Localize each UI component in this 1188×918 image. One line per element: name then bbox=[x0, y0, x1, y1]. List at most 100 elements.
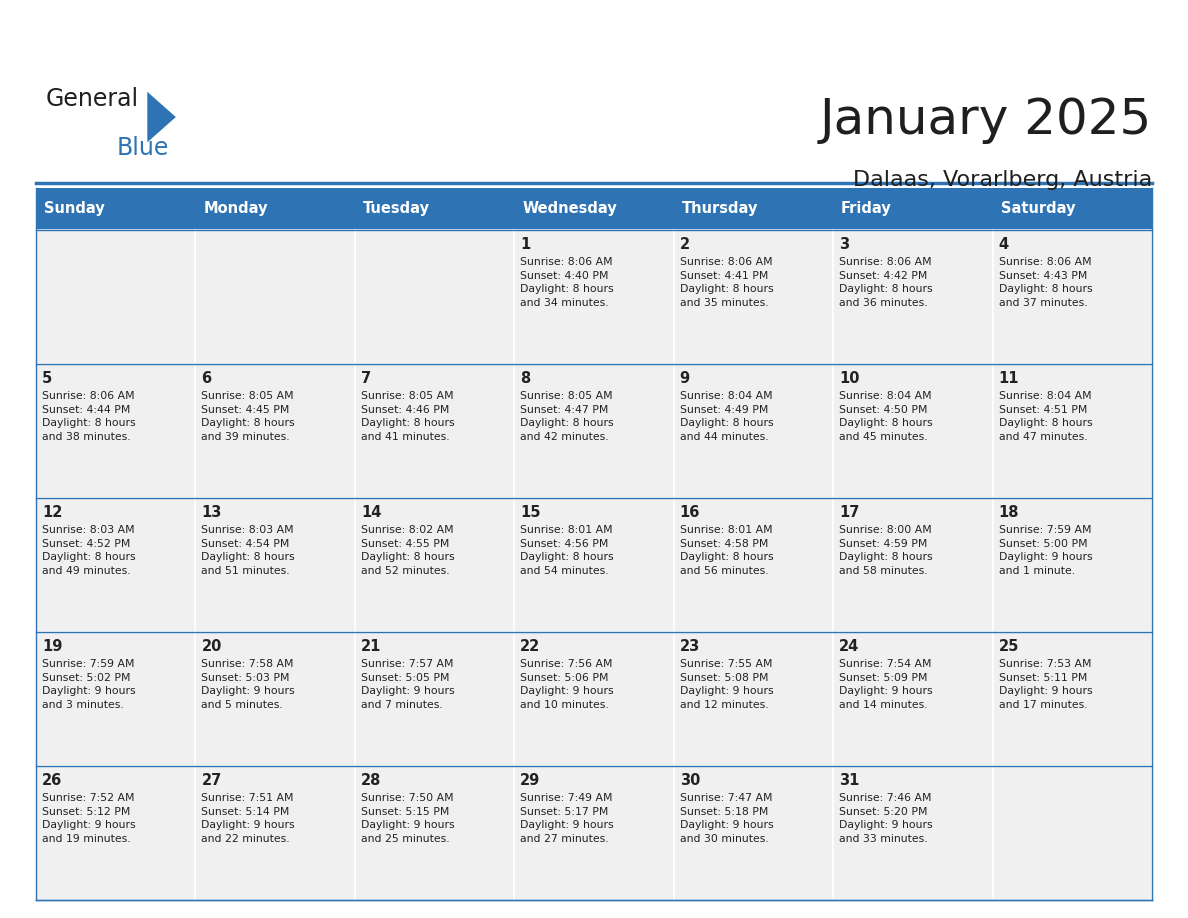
Bar bbox=[833, 364, 992, 498]
Bar bbox=[992, 364, 1152, 498]
Bar bbox=[514, 498, 674, 632]
Bar bbox=[514, 188, 674, 230]
Bar bbox=[833, 632, 992, 766]
Bar bbox=[355, 632, 514, 766]
Text: 8: 8 bbox=[520, 371, 531, 386]
Text: Sunrise: 7:53 AM
Sunset: 5:11 PM
Daylight: 9 hours
and 17 minutes.: Sunrise: 7:53 AM Sunset: 5:11 PM Dayligh… bbox=[999, 659, 1092, 710]
Bar bbox=[674, 230, 833, 364]
Bar bbox=[196, 632, 355, 766]
Text: 13: 13 bbox=[202, 505, 222, 520]
Text: 25: 25 bbox=[999, 639, 1019, 654]
Text: 21: 21 bbox=[361, 639, 381, 654]
Text: Monday: Monday bbox=[203, 201, 268, 217]
Text: Sunrise: 8:01 AM
Sunset: 4:58 PM
Daylight: 8 hours
and 56 minutes.: Sunrise: 8:01 AM Sunset: 4:58 PM Dayligh… bbox=[680, 525, 773, 576]
Bar bbox=[355, 230, 514, 364]
Text: Thursday: Thursday bbox=[682, 201, 758, 217]
Polygon shape bbox=[147, 92, 176, 142]
Text: Sunrise: 8:06 AM
Sunset: 4:40 PM
Daylight: 8 hours
and 34 minutes.: Sunrise: 8:06 AM Sunset: 4:40 PM Dayligh… bbox=[520, 257, 614, 308]
Text: Sunrise: 8:02 AM
Sunset: 4:55 PM
Daylight: 8 hours
and 52 minutes.: Sunrise: 8:02 AM Sunset: 4:55 PM Dayligh… bbox=[361, 525, 455, 576]
Text: 17: 17 bbox=[839, 505, 859, 520]
Text: Saturday: Saturday bbox=[1000, 201, 1075, 217]
Text: Sunrise: 8:05 AM
Sunset: 4:47 PM
Daylight: 8 hours
and 42 minutes.: Sunrise: 8:05 AM Sunset: 4:47 PM Dayligh… bbox=[520, 391, 614, 442]
Text: 5: 5 bbox=[42, 371, 52, 386]
Bar bbox=[833, 498, 992, 632]
Text: Sunrise: 8:06 AM
Sunset: 4:42 PM
Daylight: 8 hours
and 36 minutes.: Sunrise: 8:06 AM Sunset: 4:42 PM Dayligh… bbox=[839, 257, 933, 308]
Bar bbox=[355, 364, 514, 498]
Text: 11: 11 bbox=[999, 371, 1019, 386]
Text: 29: 29 bbox=[520, 773, 541, 788]
Text: 22: 22 bbox=[520, 639, 541, 654]
Text: 31: 31 bbox=[839, 773, 859, 788]
Text: Sunrise: 8:01 AM
Sunset: 4:56 PM
Daylight: 8 hours
and 54 minutes.: Sunrise: 8:01 AM Sunset: 4:56 PM Dayligh… bbox=[520, 525, 614, 576]
Text: 3: 3 bbox=[839, 237, 849, 252]
Text: Sunrise: 7:51 AM
Sunset: 5:14 PM
Daylight: 9 hours
and 22 minutes.: Sunrise: 7:51 AM Sunset: 5:14 PM Dayligh… bbox=[202, 793, 295, 844]
Text: 16: 16 bbox=[680, 505, 700, 520]
Text: Sunrise: 8:05 AM
Sunset: 4:46 PM
Daylight: 8 hours
and 41 minutes.: Sunrise: 8:05 AM Sunset: 4:46 PM Dayligh… bbox=[361, 391, 455, 442]
Bar bbox=[992, 498, 1152, 632]
Bar bbox=[36, 364, 196, 498]
Text: 12: 12 bbox=[42, 505, 63, 520]
Text: Sunrise: 7:58 AM
Sunset: 5:03 PM
Daylight: 9 hours
and 5 minutes.: Sunrise: 7:58 AM Sunset: 5:03 PM Dayligh… bbox=[202, 659, 295, 710]
Text: 27: 27 bbox=[202, 773, 222, 788]
Text: 26: 26 bbox=[42, 773, 62, 788]
Text: 20: 20 bbox=[202, 639, 222, 654]
Bar bbox=[196, 230, 355, 364]
Text: Sunrise: 7:50 AM
Sunset: 5:15 PM
Daylight: 9 hours
and 25 minutes.: Sunrise: 7:50 AM Sunset: 5:15 PM Dayligh… bbox=[361, 793, 455, 844]
Text: 4: 4 bbox=[999, 237, 1009, 252]
Bar bbox=[674, 766, 833, 900]
Text: Sunrise: 8:04 AM
Sunset: 4:50 PM
Daylight: 8 hours
and 45 minutes.: Sunrise: 8:04 AM Sunset: 4:50 PM Dayligh… bbox=[839, 391, 933, 442]
Bar bbox=[355, 188, 514, 230]
Text: Sunrise: 8:04 AM
Sunset: 4:49 PM
Daylight: 8 hours
and 44 minutes.: Sunrise: 8:04 AM Sunset: 4:49 PM Dayligh… bbox=[680, 391, 773, 442]
Text: 2: 2 bbox=[680, 237, 690, 252]
Text: 6: 6 bbox=[202, 371, 211, 386]
Text: 9: 9 bbox=[680, 371, 690, 386]
Text: Sunrise: 8:06 AM
Sunset: 4:44 PM
Daylight: 8 hours
and 38 minutes.: Sunrise: 8:06 AM Sunset: 4:44 PM Dayligh… bbox=[42, 391, 135, 442]
Bar bbox=[514, 766, 674, 900]
Text: Sunrise: 7:47 AM
Sunset: 5:18 PM
Daylight: 9 hours
and 30 minutes.: Sunrise: 7:47 AM Sunset: 5:18 PM Dayligh… bbox=[680, 793, 773, 844]
Text: 15: 15 bbox=[520, 505, 541, 520]
Text: Sunrise: 8:05 AM
Sunset: 4:45 PM
Daylight: 8 hours
and 39 minutes.: Sunrise: 8:05 AM Sunset: 4:45 PM Dayligh… bbox=[202, 391, 295, 442]
Bar bbox=[674, 188, 833, 230]
Text: Sunrise: 7:46 AM
Sunset: 5:20 PM
Daylight: 9 hours
and 33 minutes.: Sunrise: 7:46 AM Sunset: 5:20 PM Dayligh… bbox=[839, 793, 933, 844]
Text: 30: 30 bbox=[680, 773, 700, 788]
Bar bbox=[833, 766, 992, 900]
Bar bbox=[355, 766, 514, 900]
Text: Wednesday: Wednesday bbox=[523, 201, 617, 217]
Bar bbox=[674, 498, 833, 632]
Bar bbox=[36, 230, 196, 364]
Text: 28: 28 bbox=[361, 773, 381, 788]
Bar bbox=[36, 498, 196, 632]
Text: 10: 10 bbox=[839, 371, 860, 386]
Bar bbox=[674, 364, 833, 498]
Bar bbox=[196, 766, 355, 900]
Text: 24: 24 bbox=[839, 639, 859, 654]
Text: Sunrise: 8:06 AM
Sunset: 4:43 PM
Daylight: 8 hours
and 37 minutes.: Sunrise: 8:06 AM Sunset: 4:43 PM Dayligh… bbox=[999, 257, 1092, 308]
Text: Sunrise: 8:03 AM
Sunset: 4:52 PM
Daylight: 8 hours
and 49 minutes.: Sunrise: 8:03 AM Sunset: 4:52 PM Dayligh… bbox=[42, 525, 135, 576]
Bar bbox=[674, 632, 833, 766]
Text: 7: 7 bbox=[361, 371, 371, 386]
Text: Sunrise: 8:06 AM
Sunset: 4:41 PM
Daylight: 8 hours
and 35 minutes.: Sunrise: 8:06 AM Sunset: 4:41 PM Dayligh… bbox=[680, 257, 773, 308]
Text: Tuesday: Tuesday bbox=[362, 201, 430, 217]
Bar bbox=[36, 188, 196, 230]
Text: General: General bbox=[45, 87, 138, 111]
Bar bbox=[196, 188, 355, 230]
Text: Sunrise: 7:57 AM
Sunset: 5:05 PM
Daylight: 9 hours
and 7 minutes.: Sunrise: 7:57 AM Sunset: 5:05 PM Dayligh… bbox=[361, 659, 455, 710]
Bar bbox=[196, 364, 355, 498]
Text: Dalaas, Vorarlberg, Austria: Dalaas, Vorarlberg, Austria bbox=[853, 170, 1152, 190]
Bar bbox=[36, 632, 196, 766]
Text: Sunrise: 7:49 AM
Sunset: 5:17 PM
Daylight: 9 hours
and 27 minutes.: Sunrise: 7:49 AM Sunset: 5:17 PM Dayligh… bbox=[520, 793, 614, 844]
Bar bbox=[196, 498, 355, 632]
Bar bbox=[514, 364, 674, 498]
Text: Sunrise: 7:52 AM
Sunset: 5:12 PM
Daylight: 9 hours
and 19 minutes.: Sunrise: 7:52 AM Sunset: 5:12 PM Dayligh… bbox=[42, 793, 135, 844]
Text: Sunrise: 7:55 AM
Sunset: 5:08 PM
Daylight: 9 hours
and 12 minutes.: Sunrise: 7:55 AM Sunset: 5:08 PM Dayligh… bbox=[680, 659, 773, 710]
Text: Blue: Blue bbox=[116, 136, 169, 160]
Text: 23: 23 bbox=[680, 639, 700, 654]
Text: Friday: Friday bbox=[841, 201, 892, 217]
Bar bbox=[833, 188, 992, 230]
Bar bbox=[992, 766, 1152, 900]
Bar bbox=[36, 766, 196, 900]
Text: Sunrise: 7:56 AM
Sunset: 5:06 PM
Daylight: 9 hours
and 10 minutes.: Sunrise: 7:56 AM Sunset: 5:06 PM Dayligh… bbox=[520, 659, 614, 710]
Text: 18: 18 bbox=[999, 505, 1019, 520]
Text: Sunrise: 7:54 AM
Sunset: 5:09 PM
Daylight: 9 hours
and 14 minutes.: Sunrise: 7:54 AM Sunset: 5:09 PM Dayligh… bbox=[839, 659, 933, 710]
Bar bbox=[992, 188, 1152, 230]
